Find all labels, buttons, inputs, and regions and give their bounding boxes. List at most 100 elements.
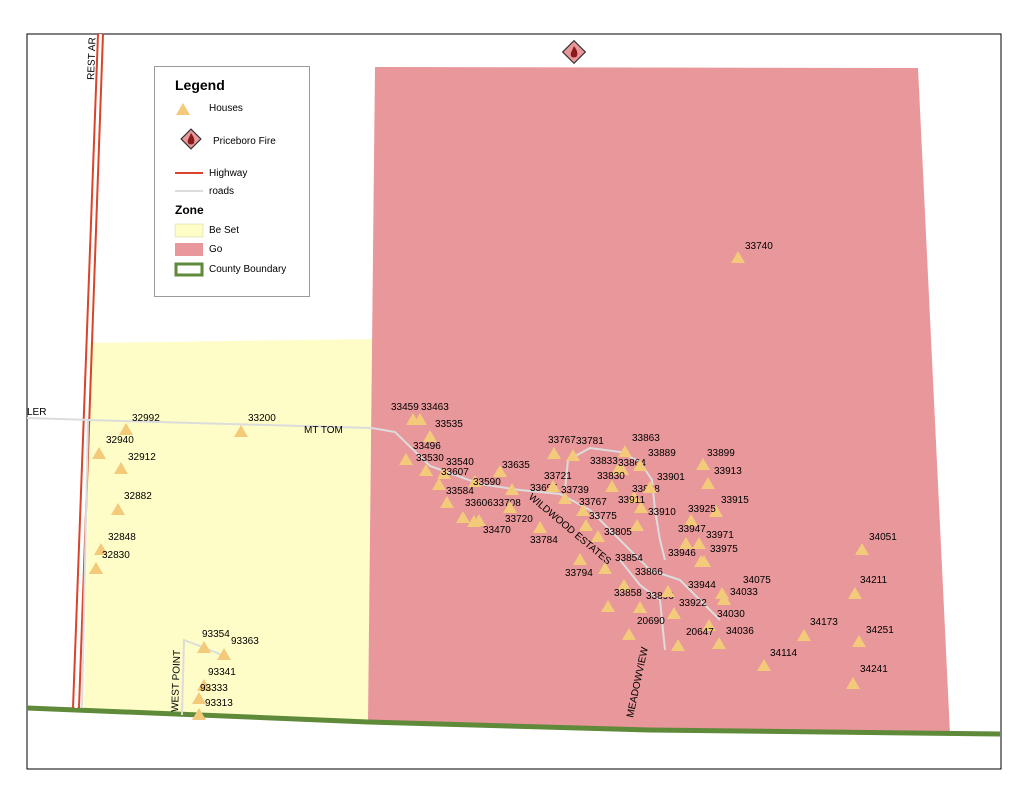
house-marker: 33975 [697,544,738,567]
house-marker: 33889 [633,448,676,471]
houses-layer: 33740 32992 33200 32940 32912 32882 32848 32830… [89,241,897,720]
house-marker: 33496 [399,441,441,465]
legend-item-highway: Highway [155,167,311,187]
house-marker: 33925 [684,504,716,526]
house-marker: 33947 [678,524,706,549]
house-marker: 20690 [622,616,665,640]
house-address-label: 32848 [108,532,136,543]
house-icon [197,679,211,691]
house-icon [633,459,647,471]
west-point-road-label: WEST POINT [170,650,183,712]
house-icon [757,659,771,671]
house-marker: 93341 [197,667,236,691]
house-address-label: 93313 [205,698,233,709]
house-address-label: 34241 [860,664,888,675]
house-address-label: 34051 [869,532,897,543]
house-icon [627,491,641,503]
house-address-label: 93354 [202,629,230,640]
house-address-label: 32830 [102,550,130,561]
house-icon [533,521,547,533]
house-address-label: 33530 [416,453,444,464]
house-marker: 33784 [530,521,558,546]
legend-county-label: County Boundary [209,264,287,275]
house-icon [630,519,644,531]
house-address-label: 33830 [597,471,625,482]
house-address-label: 32992 [132,413,160,424]
house-address-label: 33781 [576,436,604,447]
house-marker: 34241 [846,664,888,689]
house-address-label: 34030 [717,609,745,620]
house-icon [848,587,862,599]
house-marker: 93363 [217,636,259,660]
legend-highway-label: Highway [209,168,248,179]
county-boundary-swatch [174,262,204,277]
house-icon [114,462,128,474]
house-address-label: 33915 [721,495,749,506]
house-marker: 33899 [696,448,735,470]
house-marker: 33635 [493,460,530,477]
house-marker: 33739 [558,485,589,504]
house-address-label: 34075 [743,575,771,586]
house-address-label: 33635 [502,460,530,471]
house-icon [505,483,519,495]
legend-item-houses: Houses [155,101,311,121]
house-icon [697,555,711,567]
house-icon [468,475,482,487]
house-marker: 33767 [576,497,607,516]
house-address-label: 33695 [530,483,558,494]
house-address-label: 34033 [730,587,758,598]
house-icon [634,501,648,513]
house-icon [432,478,446,490]
house-address-label: 33922 [679,598,707,609]
fire-icon [180,128,202,150]
house-icon [622,628,636,640]
house-address-label: 33459 [391,402,419,413]
house-address-label: 33975 [710,544,738,555]
house-icon [399,453,413,465]
house-marker: 33794 [565,553,593,579]
house-marker: 34051 [855,532,897,555]
house-address-label: 33739 [561,485,589,496]
house-marker: 33607 [432,467,469,490]
house-marker: 32830 [89,550,130,574]
roads-symbol [175,190,203,192]
house-icon [855,543,869,555]
house-address-label: 33866 [635,567,663,578]
house-address-label: 33944 [688,580,716,591]
house-marker: 33781 [566,436,604,461]
house-marker: 93354 [197,629,230,653]
house-marker: 34036 [712,626,754,649]
house-icon [692,537,706,549]
house-icon [467,515,481,527]
house-icon [618,445,632,457]
house-icon [119,423,133,435]
house-address-label: 33496 [413,441,441,452]
mt-tom-road [87,419,721,621]
house-address-label: 34251 [866,625,894,636]
house-marker: 20647 [671,627,714,651]
house-marker: 33911 [618,495,648,513]
be-set-swatch [174,223,204,238]
house-address-label: 33720 [505,514,533,525]
house-address-label: 33470 [483,525,511,536]
house-icon [94,543,108,555]
house-icon [503,501,517,513]
legend-item-roads: roads [155,185,311,205]
house-marker: 33913 [701,466,742,489]
house-address-label: 93333 [200,683,228,694]
legend-item-be-set: Be Set [155,223,311,243]
house-icon [684,514,698,526]
house-marker: 33775 [579,511,617,531]
house-icon [667,607,681,619]
house-icon [111,503,125,515]
house-address-label: 33833 [590,456,618,467]
house-address-label: 33708 [493,498,521,509]
house-marker: 93333 [192,683,228,704]
ler-road-label: LER [27,407,46,418]
house-marker: 33858 [601,588,642,612]
house-address-label: 33606 [465,498,493,509]
house-marker: 33584 [440,486,474,508]
house-icon [601,600,615,612]
house-address-label: 33784 [530,535,558,546]
legend-zone-title: Zone [175,203,204,217]
